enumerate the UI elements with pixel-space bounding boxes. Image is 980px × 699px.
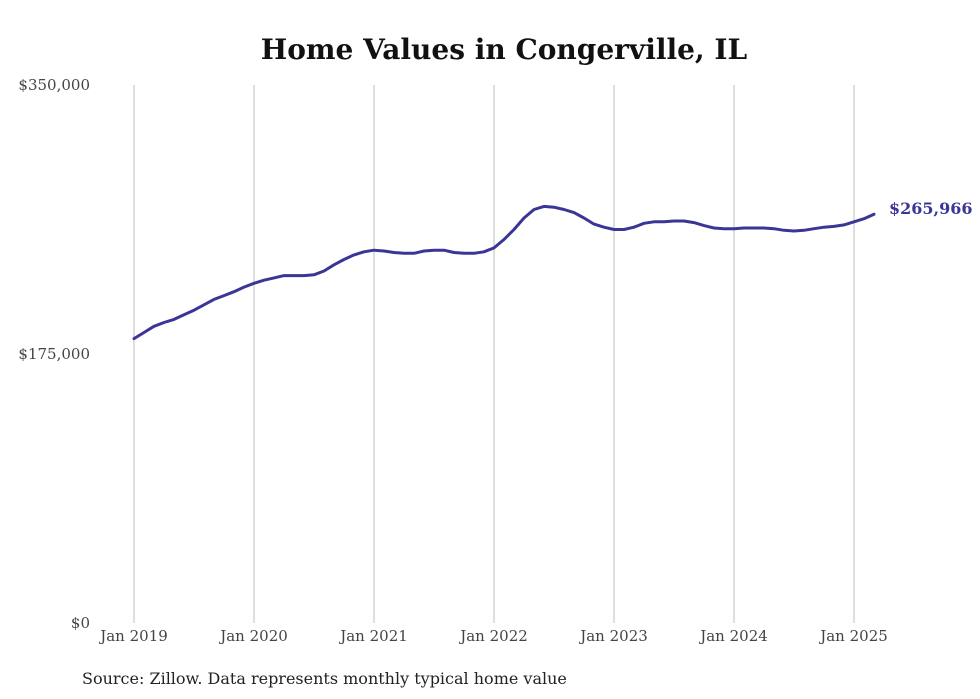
chart-title: Home Values in Congerville, IL — [261, 33, 748, 66]
x-tick-label: Jan 2022 — [458, 627, 528, 645]
y-tick-label: $0 — [71, 614, 90, 632]
x-axis-tick-labels: Jan 2019 Jan 2020 Jan 2021 Jan 2022 Jan 2023… — [98, 627, 888, 645]
x-tick-label: Jan 2020 — [218, 627, 288, 645]
latest-value-label: $265,966 — [889, 199, 973, 218]
y-tick-label: $350,000 — [18, 76, 90, 94]
source-note: Source: Zillow. Data represents monthly … — [82, 669, 567, 688]
y-tick-label: $175,000 — [18, 345, 90, 363]
x-tick-label: Jan 2023 — [578, 627, 648, 645]
x-tick-label: Jan 2024 — [698, 627, 768, 645]
x-tick-label: Jan 2025 — [818, 627, 888, 645]
x-tick-label: Jan 2021 — [338, 627, 408, 645]
home-value-line — [132, 204, 876, 341]
y-axis-tick-labels: $0 $175,000 $350,000 — [18, 76, 90, 632]
vertical-gridlines — [133, 85, 855, 623]
x-tick-label: Jan 2019 — [98, 627, 168, 645]
